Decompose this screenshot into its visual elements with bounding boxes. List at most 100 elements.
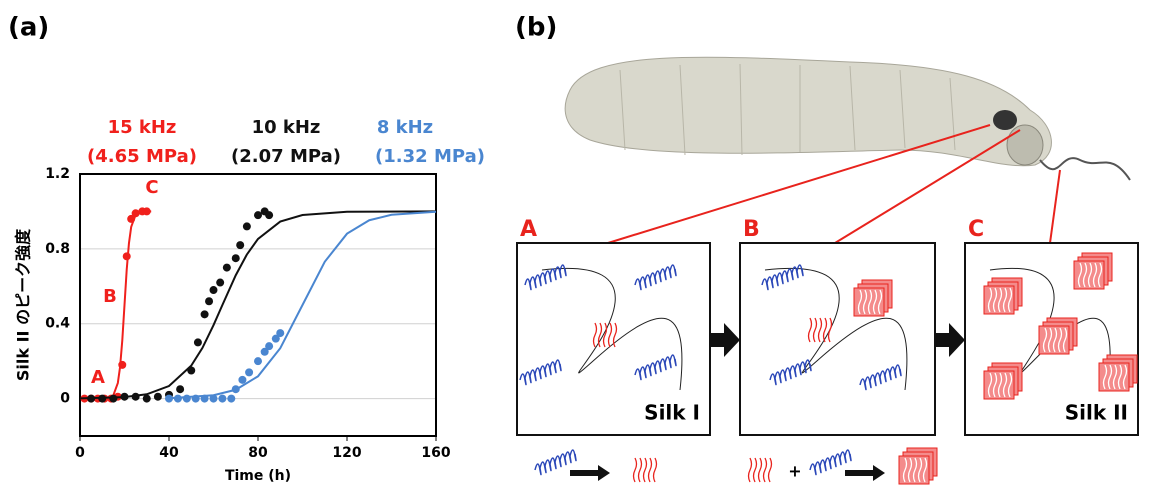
beta-sheet [632, 457, 658, 483]
helix [634, 354, 677, 381]
plot-frame [79, 173, 437, 437]
chain [764, 267, 908, 391]
data-point [182, 394, 191, 403]
data-point [165, 394, 173, 403]
beta-sheet [1042, 327, 1068, 353]
beta-sheet [747, 457, 773, 483]
data-point [271, 334, 280, 343]
plus-sign: + [788, 462, 801, 481]
data-point [127, 214, 136, 223]
data-point [227, 394, 236, 403]
data-point [109, 394, 118, 403]
box-label: B [743, 217, 760, 242]
data-point [187, 366, 196, 375]
data-point [222, 263, 231, 272]
box-label: C [968, 217, 984, 242]
data-point [191, 394, 200, 403]
fit-curve [168, 210, 437, 400]
data-point [153, 392, 162, 401]
arrows [570, 323, 965, 481]
connector-lines [607, 124, 1061, 244]
data-point [238, 375, 247, 384]
data-point [142, 394, 151, 403]
helix [524, 264, 567, 291]
helix [534, 449, 577, 476]
data-point [236, 241, 245, 250]
helix [761, 264, 804, 291]
point-label: C [145, 177, 158, 198]
x-tick-label: 0 [75, 445, 85, 461]
helix [859, 364, 902, 391]
beta-sheet [987, 287, 1013, 313]
data-point [245, 368, 254, 377]
beta-sheet [1077, 262, 1103, 288]
box-caption: Silk I [644, 401, 700, 425]
fit-curve [112, 210, 152, 396]
data-point [254, 357, 262, 366]
beta-sheet [902, 457, 928, 483]
data-point [254, 211, 262, 220]
data-point [231, 385, 240, 394]
helix [769, 359, 812, 386]
panel-label: (a) [8, 13, 49, 43]
legend-pressure: (2.07 MPa) [231, 146, 341, 167]
legend-pressure: (1.32 MPa) [375, 146, 485, 167]
data-point [131, 209, 140, 218]
helix [809, 449, 852, 476]
helix [634, 264, 677, 291]
data-point [242, 222, 251, 231]
data-point [173, 394, 182, 403]
data-point [218, 394, 227, 403]
silkworm [564, 56, 1131, 181]
arrow [845, 465, 885, 481]
data-point [142, 207, 151, 216]
beta-sheet [987, 372, 1013, 398]
helix [519, 359, 562, 386]
data-point [176, 385, 185, 394]
x-axis-label: Time (h) [225, 468, 291, 484]
data-point [209, 286, 218, 295]
data-point [231, 254, 240, 263]
point-label: B [103, 286, 117, 307]
y-axis-label: Silk II のピーク強度 [14, 228, 33, 381]
fit-curve [79, 210, 437, 400]
data-point [216, 278, 225, 287]
x-tick-label: 40 [159, 445, 179, 461]
y-tick-label: 0 [60, 391, 70, 407]
box [739, 242, 936, 436]
data-point [265, 342, 274, 351]
panel-label: (b) [515, 13, 557, 43]
data-point [200, 394, 209, 403]
data-point [260, 347, 269, 356]
data-point [200, 310, 209, 319]
legend-name: 15 kHz [108, 117, 177, 138]
beta-sheet [592, 322, 618, 348]
data-point [98, 394, 107, 403]
beta-sheet [857, 289, 883, 315]
data-point [205, 297, 214, 306]
data-point [120, 392, 129, 401]
box-label: A [520, 217, 537, 242]
data-point [209, 394, 218, 403]
point-label: A [91, 367, 105, 388]
data-point [265, 211, 274, 220]
box-caption: Silk II [1065, 401, 1128, 425]
legend-name: 8 kHz [377, 117, 433, 138]
y-tick-label: 0.4 [45, 316, 70, 332]
x-tick-label: 80 [248, 445, 268, 461]
legend-pressure: (4.65 MPa) [87, 146, 197, 167]
data-point [118, 360, 127, 369]
data-point [122, 252, 131, 261]
y-tick-label: 1.2 [45, 166, 70, 182]
x-tick-label: 160 [421, 445, 450, 461]
data-point [131, 392, 140, 401]
data-point [193, 338, 202, 347]
legend-name: 10 kHz [252, 117, 321, 138]
chain [541, 267, 683, 391]
data-point [87, 394, 96, 403]
beta-sheet [1102, 364, 1128, 390]
y-tick-label: 0.8 [45, 241, 70, 257]
x-tick-label: 120 [332, 445, 361, 461]
data-point [276, 329, 285, 338]
